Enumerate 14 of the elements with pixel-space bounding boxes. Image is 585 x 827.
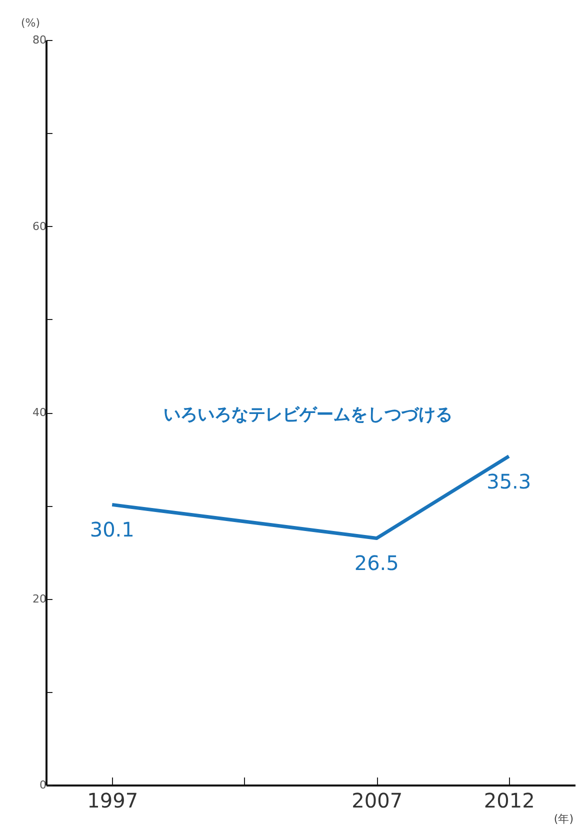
x-tick-label: 2012 xyxy=(484,788,535,812)
data-label: 35.3 xyxy=(486,469,532,494)
y-tick-label: 40 xyxy=(32,406,46,419)
data-label: 26.5 xyxy=(354,551,399,576)
data-label: 30.1 xyxy=(90,518,134,542)
x-tick-label: 2007 xyxy=(352,788,403,812)
y-tick-label: 80 xyxy=(32,34,46,46)
x-axis-title: (年) xyxy=(554,812,574,826)
x-tick-label: 1997 xyxy=(87,788,138,812)
y-tick-label: 0 xyxy=(40,778,46,792)
y-tick-label: 20 xyxy=(32,592,46,606)
text: いろいろなテレビゲームをしつづける xyxy=(164,405,452,425)
y-tick-label: 60 xyxy=(32,220,46,233)
y-axis-title: (%) xyxy=(20,16,40,30)
